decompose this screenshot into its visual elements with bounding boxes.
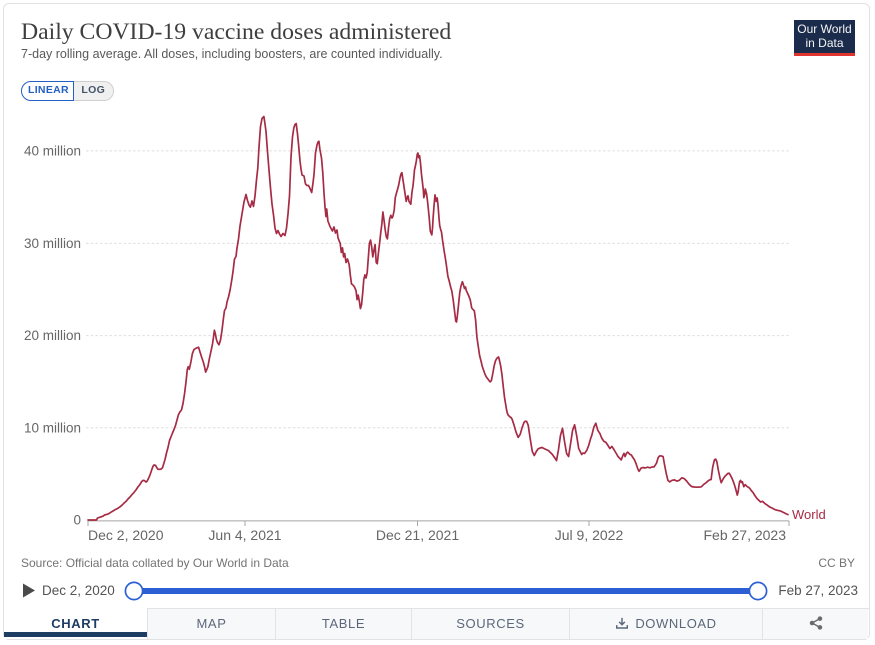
svg-text:20 million: 20 million (24, 328, 81, 343)
svg-text:Dec 2, 2020: Dec 2, 2020 (88, 527, 164, 543)
svg-text:10 million: 10 million (24, 420, 81, 435)
svg-text:0: 0 (73, 513, 81, 528)
svg-text:Jul 9, 2022: Jul 9, 2022 (555, 527, 624, 543)
svg-text:Jun 4, 2021: Jun 4, 2021 (208, 527, 281, 543)
svg-text:Dec 21, 2021: Dec 21, 2021 (376, 527, 459, 543)
svg-text:30 million: 30 million (24, 236, 81, 251)
svg-text:40 million: 40 million (24, 144, 81, 159)
svg-text:World: World (792, 507, 826, 522)
svg-text:Feb 27, 2023: Feb 27, 2023 (703, 527, 786, 543)
